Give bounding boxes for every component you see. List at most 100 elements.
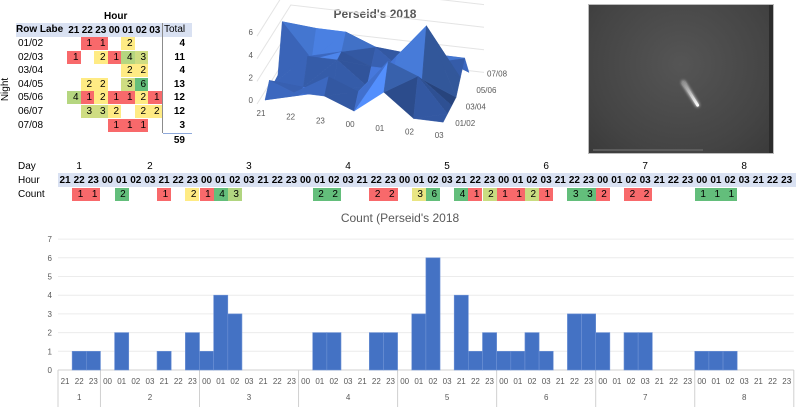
surface-z-tick: 4	[249, 51, 254, 60]
pivot-row-label[interactable]: 07/08	[18, 119, 44, 131]
surface-y-tick: 07/08	[487, 69, 508, 78]
strip-hour-cell: 22	[568, 175, 580, 186]
bar	[708, 351, 724, 371]
meteor-photo	[588, 4, 774, 154]
bar-x-tick-hour: 21	[259, 377, 268, 386]
strip-hour-cell: 21	[653, 175, 665, 186]
strip-hour-cell: 00	[101, 175, 113, 186]
surface-y-tick: 01/02	[455, 119, 476, 128]
strip-count-cell: 2	[638, 188, 653, 201]
surface-gridline	[256, 4, 485, 60]
pivot-value-cell: 1	[80, 91, 94, 105]
bar	[213, 294, 229, 371]
surface-z-tick: 0	[249, 96, 254, 105]
strip-hour-cell: 00	[597, 175, 609, 186]
strip-hour-cell: 00	[200, 175, 213, 186]
bar-chart-title: Count (Perseid's 2018	[341, 211, 460, 225]
surface-x-tick: 02	[405, 128, 414, 137]
pivot-row-total: 3	[179, 119, 185, 131]
pivot-row-label[interactable]: 05/06	[18, 92, 44, 104]
bar-x-tick-hour: 01	[712, 377, 721, 386]
strip-hour-cell: 23	[582, 175, 595, 186]
strip-count-cell: 3	[227, 188, 242, 201]
strip-day-cell: 1	[76, 161, 82, 172]
bar-x-tick-hour: 03	[740, 377, 749, 386]
pivot-hour-header: 21	[68, 25, 80, 36]
pivot-row-label[interactable]: 02/03	[18, 51, 44, 63]
strip-count-cell: 1	[86, 188, 101, 201]
strip-hour-cell: 22	[370, 175, 382, 186]
strip-day-cell: 3	[246, 161, 252, 172]
pivot-hour-header: 02	[135, 25, 147, 36]
pivot-value-cell: 2	[80, 77, 94, 91]
strip-hour-cell: 21	[356, 175, 368, 186]
surface-x-tick: 22	[286, 113, 295, 122]
bar-x-tick-hour: 02	[230, 377, 239, 386]
bar	[199, 351, 214, 371]
bar-x-tick-hour: 22	[471, 377, 480, 386]
strip-hour-cell: 03	[441, 175, 453, 186]
surface-facet	[324, 76, 360, 97]
strip-day-cell: 6	[543, 161, 549, 172]
surface-facet	[417, 76, 452, 106]
bar-x-tick-hour: 21	[754, 377, 763, 386]
pivot-row-label[interactable]: 03/04	[18, 65, 44, 77]
bar	[185, 332, 200, 371]
strip-hour-cell: 01	[413, 175, 425, 186]
strip-count-cell: 2	[383, 188, 398, 201]
bar-x-tick-hour: 22	[768, 377, 777, 386]
pivot-value-cell: 2	[94, 50, 108, 64]
strip-hour-cell: 02	[625, 175, 637, 186]
strip-hour-cell: 21	[257, 175, 269, 186]
surface-x-tick: 01	[375, 124, 384, 133]
pivot-row-total: 13	[173, 78, 185, 90]
strip-hour-cell: 23	[186, 175, 198, 186]
pivot-row-label[interactable]: 01/02	[18, 38, 44, 49]
pivot-row-label[interactable]: 06/07	[18, 106, 44, 117]
strip-hour-cell: 22	[73, 175, 85, 186]
strip-count-cell: 3	[411, 188, 426, 201]
bar-x-tick-hour: 03	[542, 377, 551, 386]
pivot-value-cell: 2	[121, 37, 135, 50]
bar-x-tick-hour: 22	[75, 377, 84, 386]
bar-x-tick-hour: 00	[103, 377, 112, 386]
bar-x-tick-hour: 03	[146, 377, 155, 386]
pivot-value-cell: 1	[107, 50, 121, 64]
strip-count-cell: 4	[213, 188, 228, 201]
bar-y-tick: 6	[48, 254, 53, 263]
pivot-column-header: Hour	[104, 11, 128, 22]
surface-y-tick: 03/04	[466, 103, 487, 112]
bar-x-tick-hour: 02	[131, 377, 140, 386]
strip-count-cell: 1	[708, 188, 724, 201]
pivot-value-cell: 2	[107, 105, 121, 118]
bar-x-tick-hour: 22	[570, 377, 579, 386]
strip-hour-label: Hour	[18, 175, 40, 186]
bar	[453, 294, 469, 371]
bar-x-tick-hour: 21	[556, 377, 565, 386]
strip-count-cell: 2	[624, 188, 639, 201]
strip-hour-cell: 02	[724, 175, 736, 186]
strip-count-cell: 1	[694, 188, 709, 201]
surface-gridline	[256, 0, 485, 37]
bar	[581, 313, 596, 371]
strip-count-cell: 1	[510, 188, 525, 201]
strip-hour-cell: 22	[469, 175, 481, 186]
strip-count-cell: 2	[326, 188, 341, 201]
strip-hour-cell: 03	[738, 175, 750, 186]
pivot-row-label-header[interactable]: Row Labe	[16, 24, 64, 35]
pivot-value-cell: 2	[94, 77, 108, 91]
pivot-row-label[interactable]: 04/05	[18, 78, 44, 90]
strip-hour-cell: 00	[399, 175, 411, 186]
bar	[114, 332, 130, 371]
strip-hour-cell: 22	[271, 175, 283, 186]
surface-z-tick: 2	[249, 73, 254, 82]
strip-hour-cell: 03	[540, 175, 552, 186]
strip-hour-cell: 03	[342, 175, 354, 186]
bar-x-tick-day: 8	[742, 393, 747, 402]
bar-x-tick-hour: 00	[202, 377, 211, 386]
strip-hour-cell: 01	[215, 175, 227, 186]
bar-x-tick-hour: 01	[216, 377, 225, 386]
strip-hour-cell: 01	[314, 175, 326, 186]
bar	[722, 351, 738, 371]
